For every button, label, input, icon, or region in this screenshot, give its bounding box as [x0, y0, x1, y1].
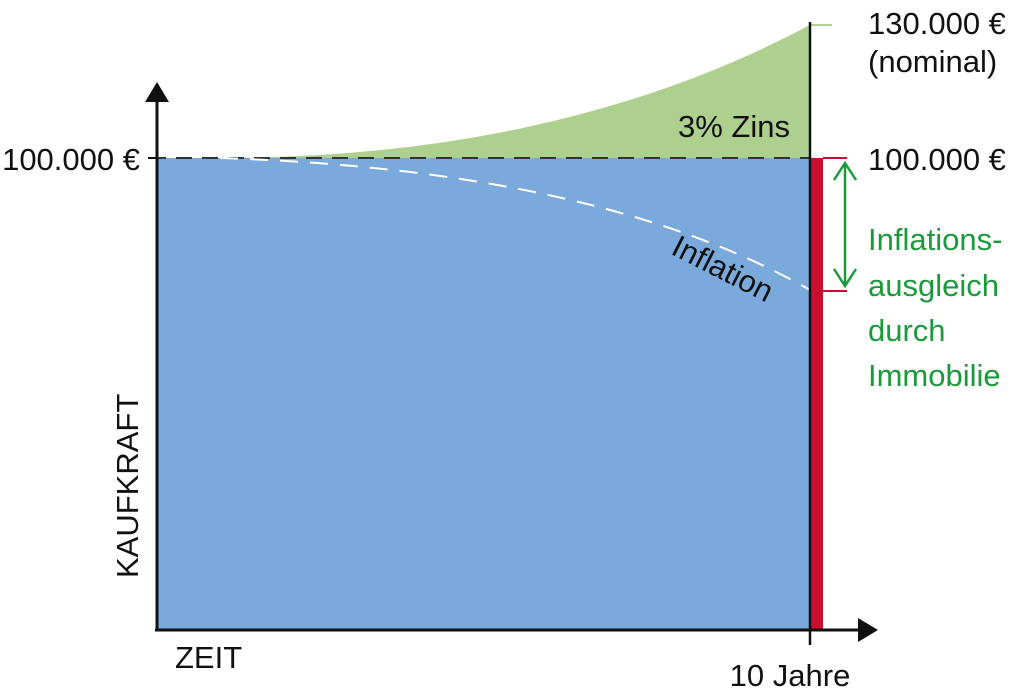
left-value: 100.000 €	[2, 142, 140, 177]
y-arrow	[145, 82, 169, 102]
compensation-line: Immobilie	[868, 358, 1001, 393]
right-top-note: (nominal)	[868, 44, 997, 79]
compensation-line: ausgleich	[868, 268, 999, 303]
interest-label: 3% Zins	[678, 109, 790, 144]
y-axis-label: KAUFKRAFT	[110, 394, 145, 578]
purchasing-power-area	[157, 158, 810, 630]
compensation-line: Inflations-	[868, 222, 1002, 257]
right-mid-value: 100.000 €	[868, 142, 1006, 177]
x-axis-label: ZEIT	[175, 640, 242, 675]
interest-area	[220, 25, 810, 158]
inflation-curve	[219, 157, 811, 291]
x-arrow	[858, 618, 878, 642]
compensation-line: durch	[868, 313, 946, 348]
real-estate-bar	[810, 158, 823, 630]
right-top-value: 130.000 €	[868, 6, 1006, 41]
x-end-label: 10 Jahre	[730, 658, 851, 693]
double-arrow	[832, 160, 858, 289]
